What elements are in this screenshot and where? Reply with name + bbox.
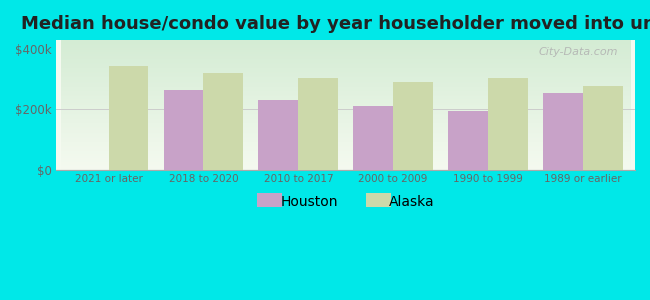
Bar [298, 78, 338, 170]
Bar [393, 82, 433, 170]
Bar [583, 86, 623, 170]
Bar [203, 73, 243, 170]
Bar [448, 111, 488, 170]
Bar [543, 93, 583, 170]
Bar [259, 100, 298, 170]
Title: Median house/condo value by year householder moved into unit: Median house/condo value by year househo… [21, 15, 650, 33]
Bar [164, 90, 203, 170]
Bar [488, 78, 528, 170]
Legend: Houston, Alaska: Houston, Alaska [251, 189, 440, 214]
Bar [354, 106, 393, 169]
Bar [109, 66, 148, 170]
Text: City-Data.com: City-Data.com [538, 46, 617, 57]
